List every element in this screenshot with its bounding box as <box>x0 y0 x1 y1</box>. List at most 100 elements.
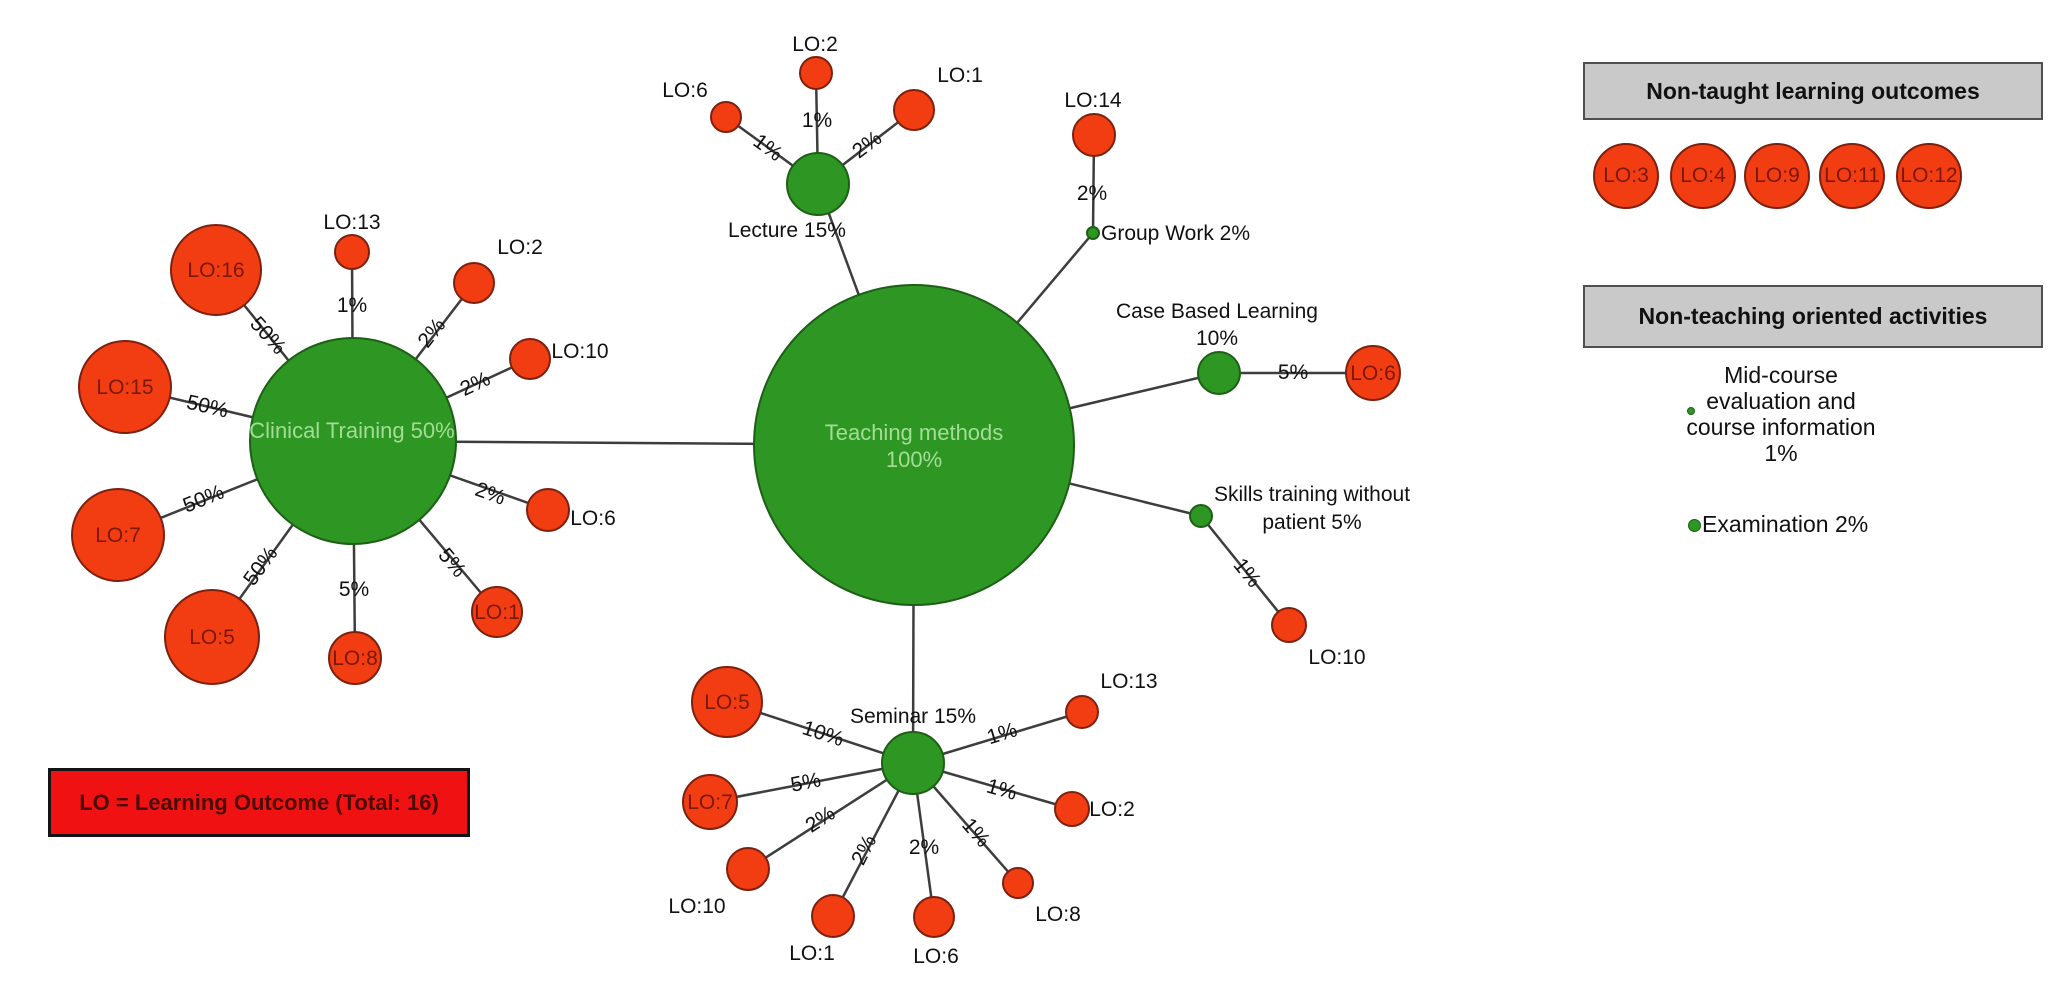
node-ct-lo8 <box>328 631 382 685</box>
edge-percent-label: 50% <box>245 312 290 359</box>
non-taught-lo-circle: LO:12 <box>1896 143 1962 209</box>
node-lec-lo2 <box>799 56 833 90</box>
node-skills <box>1189 504 1213 528</box>
node-sem-lo7 <box>682 774 738 830</box>
lo-label: LO:6 <box>1350 362 1396 385</box>
lo-label: LO:2 <box>497 236 543 259</box>
lo-label: LO:10 <box>1308 646 1365 669</box>
edge-percent-label: 50% <box>180 480 228 517</box>
node-ct-lo13 <box>334 234 370 270</box>
lo-label: LO:8 <box>332 647 378 670</box>
non-taught-header: Non-taught learning outcomes <box>1583 62 2043 120</box>
edge-percent-label: 1% <box>802 109 832 132</box>
lo-label: LO:10 <box>551 340 608 363</box>
lo-label: LO:2 <box>1089 798 1135 821</box>
teaching-methods-label: Teaching methods <box>825 420 1004 445</box>
node-lec-lo6 <box>710 101 742 133</box>
examination-dot-icon <box>1688 519 1701 532</box>
lo-label: LO:1 <box>789 942 835 965</box>
edge-skills-sk-lo10 <box>1200 515 1290 626</box>
seminar-label: Seminar 15% <box>850 705 976 728</box>
non-taught-header-title: Non-taught learning outcomes <box>1646 77 1980 104</box>
case-based-learning-percent: 10% <box>1196 327 1238 350</box>
non-taught-lo-circle: LO:4 <box>1670 143 1736 209</box>
node-ct-lo5 <box>164 589 260 685</box>
edge-percent-label: 2% <box>472 478 508 510</box>
node-sk-lo10 <box>1271 607 1307 643</box>
non-taught-lo-label: LO:11 <box>1824 164 1880 187</box>
node-ct-lo6 <box>526 488 570 532</box>
lo-label: LO:14 <box>1064 89 1122 112</box>
edge-percent-label: 1% <box>1229 554 1266 592</box>
node-gw-lo14 <box>1072 113 1116 157</box>
node-sem-lo8 <box>1002 867 1034 899</box>
examination-label: Examination 2% <box>1702 511 1869 537</box>
node-ct-lo16 <box>170 224 262 316</box>
skills-training-label-line1: Skills training without <box>1214 483 1410 506</box>
midcourse-percent: 1% <box>1764 440 1798 466</box>
lo-label: LO:16 <box>187 259 244 282</box>
case-based-learning-label: Case Based Learning <box>1116 300 1318 323</box>
edge-percent-label: 2% <box>1077 182 1107 205</box>
edge-percent-label: 2% <box>847 831 881 868</box>
node-sem-lo13 <box>1065 695 1099 729</box>
midcourse-line1: Mid-course <box>1724 362 1838 388</box>
lo-label: LO:10 <box>668 895 725 918</box>
non-teaching-header: Non-teaching oriented activities <box>1583 285 2043 348</box>
midcourse-line2: evaluation and <box>1706 388 1856 414</box>
group-work-label: Group Work 2% <box>1101 222 1250 245</box>
node-cbl-lo6 <box>1345 345 1401 401</box>
lo-key-box: LO = Learning Outcome (Total: 16) <box>48 768 470 837</box>
node-seminar <box>881 731 945 795</box>
node-teaching <box>753 284 1075 606</box>
lo-label: LO:1 <box>937 64 983 87</box>
non-taught-lo-label: LO:12 <box>1900 164 1958 187</box>
edge-percent-label: 2% <box>457 367 494 401</box>
edge-percent-label: 5% <box>339 578 369 601</box>
lo-label: LO:8 <box>1035 903 1081 926</box>
node-cbl <box>1197 351 1241 395</box>
lo-label: LO:13 <box>1100 670 1157 693</box>
lo-label: LO:15 <box>96 376 153 399</box>
node-sem-lo2 <box>1054 791 1090 827</box>
edge-percent-label: 5% <box>789 768 823 796</box>
node-sem-lo5 <box>691 666 763 738</box>
node-sem-lo6 <box>913 896 955 938</box>
node-ct-lo7 <box>71 488 165 582</box>
lo-label: LO:6 <box>570 507 616 530</box>
edge-percent-label: 1% <box>749 130 787 166</box>
midcourse-dot-icon <box>1687 407 1695 415</box>
edge-percent-label: 5% <box>1278 361 1308 384</box>
lo-label: LO:5 <box>189 626 235 649</box>
node-groupwork <box>1086 226 1100 240</box>
non-taught-lo-label: LO:4 <box>1680 164 1726 187</box>
lo-label: LO:7 <box>687 791 733 814</box>
edge-seminar-sem-lo10 <box>747 761 914 871</box>
node-sem-lo1 <box>811 894 855 938</box>
node-clinical <box>249 337 457 545</box>
clinical-training-label: Clinical Training 50% <box>249 418 454 443</box>
edge-percent-label: 1% <box>984 775 1020 805</box>
edge-percent-label: 5% <box>433 544 470 582</box>
lo-label: LO:13 <box>323 211 380 234</box>
non-taught-lo-circle: LO:3 <box>1593 143 1659 209</box>
lo-label: LO:6 <box>913 945 959 968</box>
non-taught-lo-circle: LO:9 <box>1744 143 1810 209</box>
node-circles-group <box>71 56 1401 938</box>
edge-percent-label: 1% <box>337 294 367 317</box>
node-ct-lo10 <box>509 338 551 380</box>
edge-percent-label: 1% <box>984 718 1020 749</box>
edge-percent-label: 10% <box>799 716 846 751</box>
node-ct-lo2 <box>453 262 495 304</box>
node-lecture <box>786 152 850 216</box>
lo-label: LO:6 <box>662 79 708 102</box>
lo-key-label: LO = Learning Outcome (Total: 16) <box>79 789 439 815</box>
skills-training-label-line2: patient 5% <box>1262 511 1361 534</box>
non-taught-lo-label: LO:9 <box>1754 164 1800 187</box>
node-lec-lo1 <box>893 89 935 131</box>
non-teaching-header-title: Non-teaching oriented activities <box>1638 303 1988 329</box>
edge-seminar-sem-lo7 <box>709 761 914 804</box>
non-taught-lo-circle: LO:11 <box>1819 143 1885 209</box>
